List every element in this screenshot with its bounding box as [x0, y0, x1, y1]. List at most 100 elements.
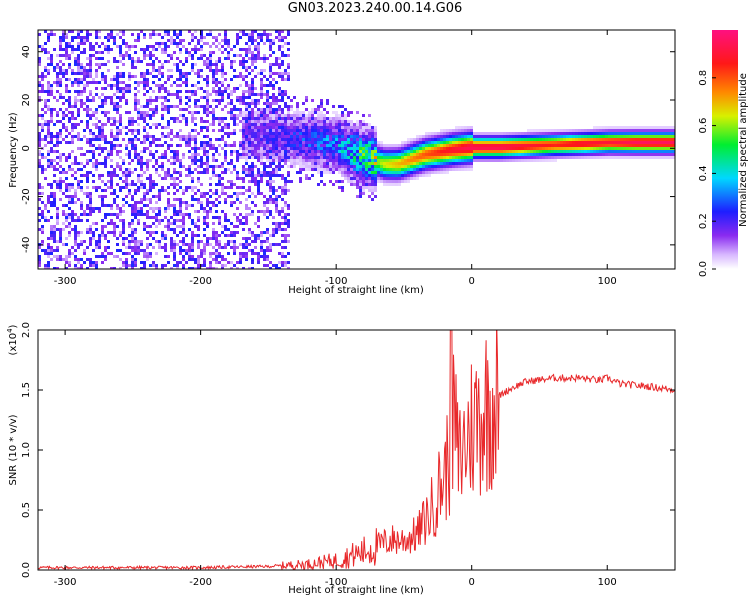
heatmap-cell — [287, 72, 290, 75]
heatmap-cell — [104, 195, 107, 198]
heatmap-cell — [197, 240, 200, 243]
heatmap-cell — [434, 135, 437, 138]
heatmap-cell — [557, 129, 560, 132]
heatmap-cell — [212, 72, 215, 75]
heatmap-cell — [326, 147, 329, 150]
heatmap-cell — [119, 30, 122, 33]
heatmap-cell — [206, 243, 209, 246]
heatmap-cell — [353, 123, 356, 126]
heatmap-cell — [110, 159, 113, 162]
heatmap-cell — [56, 138, 59, 141]
heatmap-cell — [263, 114, 266, 117]
heatmap-cell — [485, 135, 488, 138]
heatmap-cell — [269, 243, 272, 246]
heatmap-cell — [353, 150, 356, 153]
heatmap-cell — [506, 141, 509, 144]
heatmap-cell — [407, 156, 410, 159]
heatmap-cell — [341, 123, 344, 126]
heatmap-cell — [482, 141, 485, 144]
heatmap-cell — [287, 240, 290, 243]
heatmap-cell — [296, 117, 299, 120]
heatmap-cell — [98, 207, 101, 210]
heatmap-cell — [227, 51, 230, 54]
heatmap-cell — [383, 165, 386, 168]
heatmap-cell — [647, 138, 650, 141]
heatmap-cell — [302, 111, 305, 114]
heatmap-cell — [206, 225, 209, 228]
heatmap-cell — [566, 153, 569, 156]
heatmap-cell — [164, 174, 167, 177]
heatmap-cell — [410, 138, 413, 141]
heatmap-cell — [209, 69, 212, 72]
heatmap-cell — [200, 156, 203, 159]
heatmap-cell — [431, 144, 434, 147]
heatmap-cell — [206, 66, 209, 69]
heatmap-cell — [281, 138, 284, 141]
heatmap-cell — [266, 84, 269, 87]
heatmap-cell — [389, 150, 392, 153]
heatmap-cell — [458, 168, 461, 171]
heatmap-cell — [314, 126, 317, 129]
heatmap-cell — [119, 165, 122, 168]
heatmap-cell — [599, 156, 602, 159]
heatmap-cell — [341, 126, 344, 129]
heatmap-cell — [38, 258, 41, 261]
heatmap-cell — [164, 90, 167, 93]
heatmap-cell — [47, 99, 50, 102]
heatmap-cell — [635, 156, 638, 159]
heatmap-cell — [614, 138, 617, 141]
heatmap-cell — [230, 114, 233, 117]
heatmap-cell — [107, 60, 110, 63]
heatmap-cell — [59, 108, 62, 111]
heatmap-cell — [173, 42, 176, 45]
heatmap-cell — [98, 147, 101, 150]
heatmap-cell — [86, 84, 89, 87]
heatmap-cell — [434, 132, 437, 135]
heatmap-cell — [212, 237, 215, 240]
heatmap-cell — [320, 138, 323, 141]
heatmap-cell — [191, 69, 194, 72]
heatmap-cell — [188, 90, 191, 93]
heatmap-cell — [269, 84, 272, 87]
heatmap-cell — [365, 147, 368, 150]
heatmap-cell — [149, 231, 152, 234]
heatmap-cell — [107, 204, 110, 207]
heatmap-cell — [260, 111, 263, 114]
heatmap-cell — [476, 150, 479, 153]
heatmap-cell — [143, 252, 146, 255]
heatmap-cell — [425, 174, 428, 177]
heatmap-cell — [401, 159, 404, 162]
heatmap-cell — [227, 240, 230, 243]
heatmap-cell — [335, 120, 338, 123]
heatmap-cell — [272, 201, 275, 204]
heatmap-cell — [149, 72, 152, 75]
heatmap-cell — [203, 258, 206, 261]
heatmap-cell — [614, 150, 617, 153]
heatmap-cell — [110, 186, 113, 189]
heatmap-cell — [191, 129, 194, 132]
heatmap-cell — [134, 192, 137, 195]
heatmap-cell — [641, 153, 644, 156]
heatmap-cell — [614, 144, 617, 147]
heatmap-cell — [221, 231, 224, 234]
heatmap-cell — [221, 189, 224, 192]
heatmap-cell — [479, 159, 482, 162]
heatmap-cell — [617, 138, 620, 141]
heatmap-cell — [563, 144, 566, 147]
heatmap-cell — [170, 174, 173, 177]
heatmap-cell — [215, 84, 218, 87]
heatmap-cell — [137, 207, 140, 210]
heatmap-cell — [152, 81, 155, 84]
heatmap-cell — [254, 111, 257, 114]
heatmap-cell — [296, 171, 299, 174]
heatmap-cell — [509, 141, 512, 144]
heatmap-cell — [131, 123, 134, 126]
heatmap-cell — [89, 90, 92, 93]
heatmap-cell — [266, 57, 269, 60]
heatmap-cell — [440, 132, 443, 135]
heatmap-cell — [113, 168, 116, 171]
heatmap-cell — [404, 147, 407, 150]
heatmap-cell — [341, 168, 344, 171]
heatmap-cell — [425, 150, 428, 153]
heatmap-cell — [119, 87, 122, 90]
